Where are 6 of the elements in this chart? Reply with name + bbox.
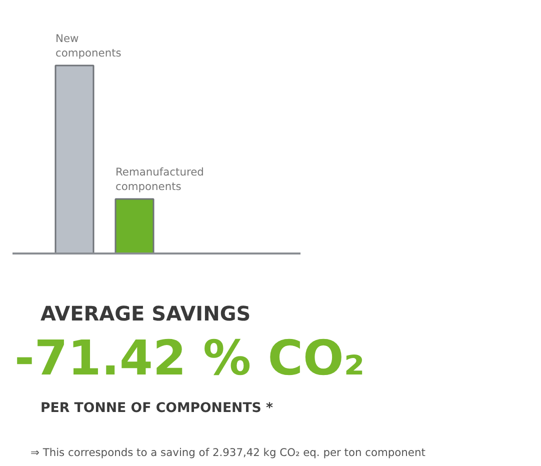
text: AVERAGE SAVINGS <box>40 302 251 326</box>
x-tick-label: New components <box>56 32 122 60</box>
text: PER TONNE OF COMPONENTS * <box>40 401 274 416</box>
text: ⇒ This corresponds to a saving of 2.937,42 kg CO₂ eq. per ton component <box>30 446 426 459</box>
x-tick-label: Remanufactured components <box>116 166 204 193</box>
text: -71.42 % CO₂ <box>14 330 365 386</box>
